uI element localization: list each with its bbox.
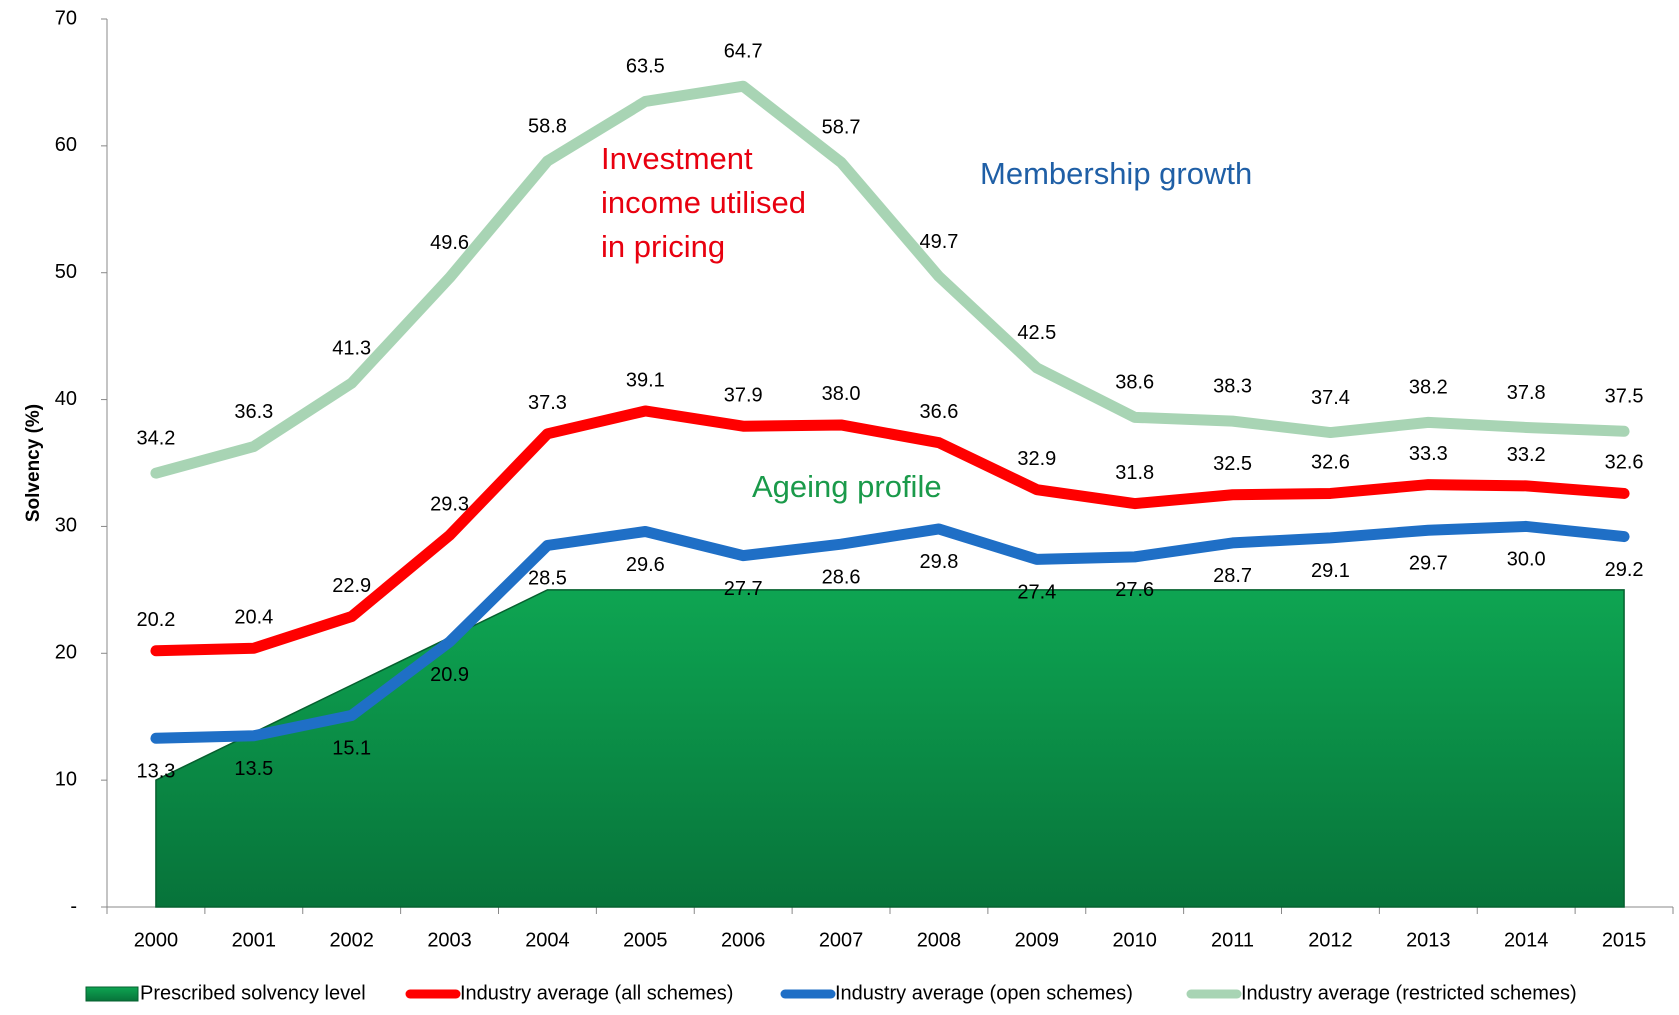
data-label: 41.3: [332, 337, 371, 359]
x-tick-label: 2015: [1602, 929, 1647, 951]
y-tick-label: 60: [55, 134, 77, 156]
y-tick-label: 50: [55, 261, 77, 283]
data-label: 34.2: [136, 427, 175, 449]
data-label: 37.4: [1311, 387, 1350, 409]
data-label: 36.6: [919, 401, 958, 423]
y-tick-label: -: [70, 895, 77, 917]
x-tick-label: 2003: [427, 929, 472, 951]
data-label: 49.7: [919, 231, 958, 253]
x-tick-label: 2011: [1211, 929, 1254, 951]
data-label: 38.2: [1409, 377, 1448, 399]
x-tick-label: 2000: [134, 929, 179, 951]
x-tick-label: 2004: [525, 929, 570, 951]
x-tick-label: 2005: [623, 929, 668, 951]
data-label: 28.7: [1213, 565, 1252, 587]
legend-label: Industry average (all schemes): [460, 982, 733, 1004]
annotation: income utilised: [601, 185, 806, 220]
x-tick-label: 2006: [721, 929, 766, 951]
data-label: 37.3: [528, 392, 567, 414]
data-label: 29.7: [1409, 553, 1448, 575]
x-tick-label: 2012: [1308, 929, 1353, 951]
data-label: 20.2: [136, 609, 175, 631]
y-tick-label: 40: [55, 388, 77, 410]
annotation: in pricing: [601, 229, 725, 264]
data-label: 31.8: [1115, 462, 1154, 484]
data-label: 37.8: [1507, 382, 1546, 404]
x-tick-label: 2013: [1406, 929, 1451, 951]
data-label: 20.9: [430, 664, 469, 686]
data-label: 28.5: [528, 568, 567, 590]
data-label: 32.5: [1213, 453, 1252, 475]
data-label: 13.5: [234, 758, 273, 780]
area: [155, 589, 1625, 908]
data-label: 22.9: [332, 575, 371, 597]
x-tick-label: 2009: [1015, 929, 1060, 951]
legend-label: Prescribed solvency level: [140, 982, 366, 1004]
data-label: 27.7: [724, 578, 763, 600]
data-label: 33.2: [1507, 444, 1546, 466]
data-label: 29.6: [626, 554, 665, 576]
legend-swatch: [85, 986, 139, 1002]
x-tick-label: 2002: [329, 929, 374, 951]
data-label: 63.5: [626, 56, 665, 78]
data-label: 33.3: [1409, 443, 1448, 465]
data-label: 32.6: [1605, 452, 1644, 474]
line: [150, 405, 1630, 657]
data-label: 58.8: [528, 115, 567, 137]
data-label: 29.3: [430, 494, 469, 516]
data-label: 64.7: [724, 41, 763, 63]
data-label: 29.1: [1311, 560, 1350, 582]
data-label: 38.6: [1115, 372, 1154, 394]
data-label: 37.5: [1605, 386, 1644, 408]
data-label: 20.4: [234, 606, 273, 628]
data-label: 42.5: [1017, 322, 1056, 344]
legend-label: Industry average (restricted schemes): [1241, 982, 1577, 1004]
data-label: 30.0: [1507, 549, 1546, 571]
y-tick-label: 20: [55, 642, 77, 664]
data-label: 39.1: [626, 369, 665, 391]
x-tick-label: 2008: [917, 929, 962, 951]
data-label: 32.9: [1017, 448, 1056, 470]
y-tick-label: 30: [55, 515, 77, 537]
data-label: 37.9: [724, 384, 763, 406]
data-label: 28.6: [822, 566, 861, 588]
line: [150, 80, 1630, 479]
x-tick-label: 2014: [1504, 929, 1549, 951]
data-label: 58.7: [822, 117, 861, 139]
data-label: 29.8: [919, 551, 958, 573]
data-label: 13.3: [136, 761, 175, 783]
data-label: 38.3: [1213, 375, 1252, 397]
legend-label: Industry average (open schemes): [835, 982, 1133, 1004]
annotation: Membership growth: [980, 156, 1252, 191]
data-label: 38.0: [822, 383, 861, 405]
annotation: Ageing profile: [752, 469, 942, 504]
data-label: 32.6: [1311, 452, 1350, 474]
line: [150, 520, 1630, 744]
data-label: 27.6: [1115, 579, 1154, 601]
x-tick-label: 2007: [819, 929, 864, 951]
data-label: 36.3: [234, 401, 273, 423]
y-axis-label: Solvency (%): [23, 404, 44, 522]
y-tick-label: 70: [55, 7, 77, 29]
data-label: 49.6: [430, 232, 469, 254]
x-tick-label: 2010: [1112, 929, 1157, 951]
y-tick-label: 10: [55, 768, 77, 790]
data-label: 29.2: [1605, 559, 1644, 581]
annotation: Investment: [601, 141, 753, 176]
x-tick-label: 2001: [232, 929, 277, 951]
data-label: 27.4: [1017, 582, 1056, 604]
data-label: 15.1: [332, 738, 371, 760]
